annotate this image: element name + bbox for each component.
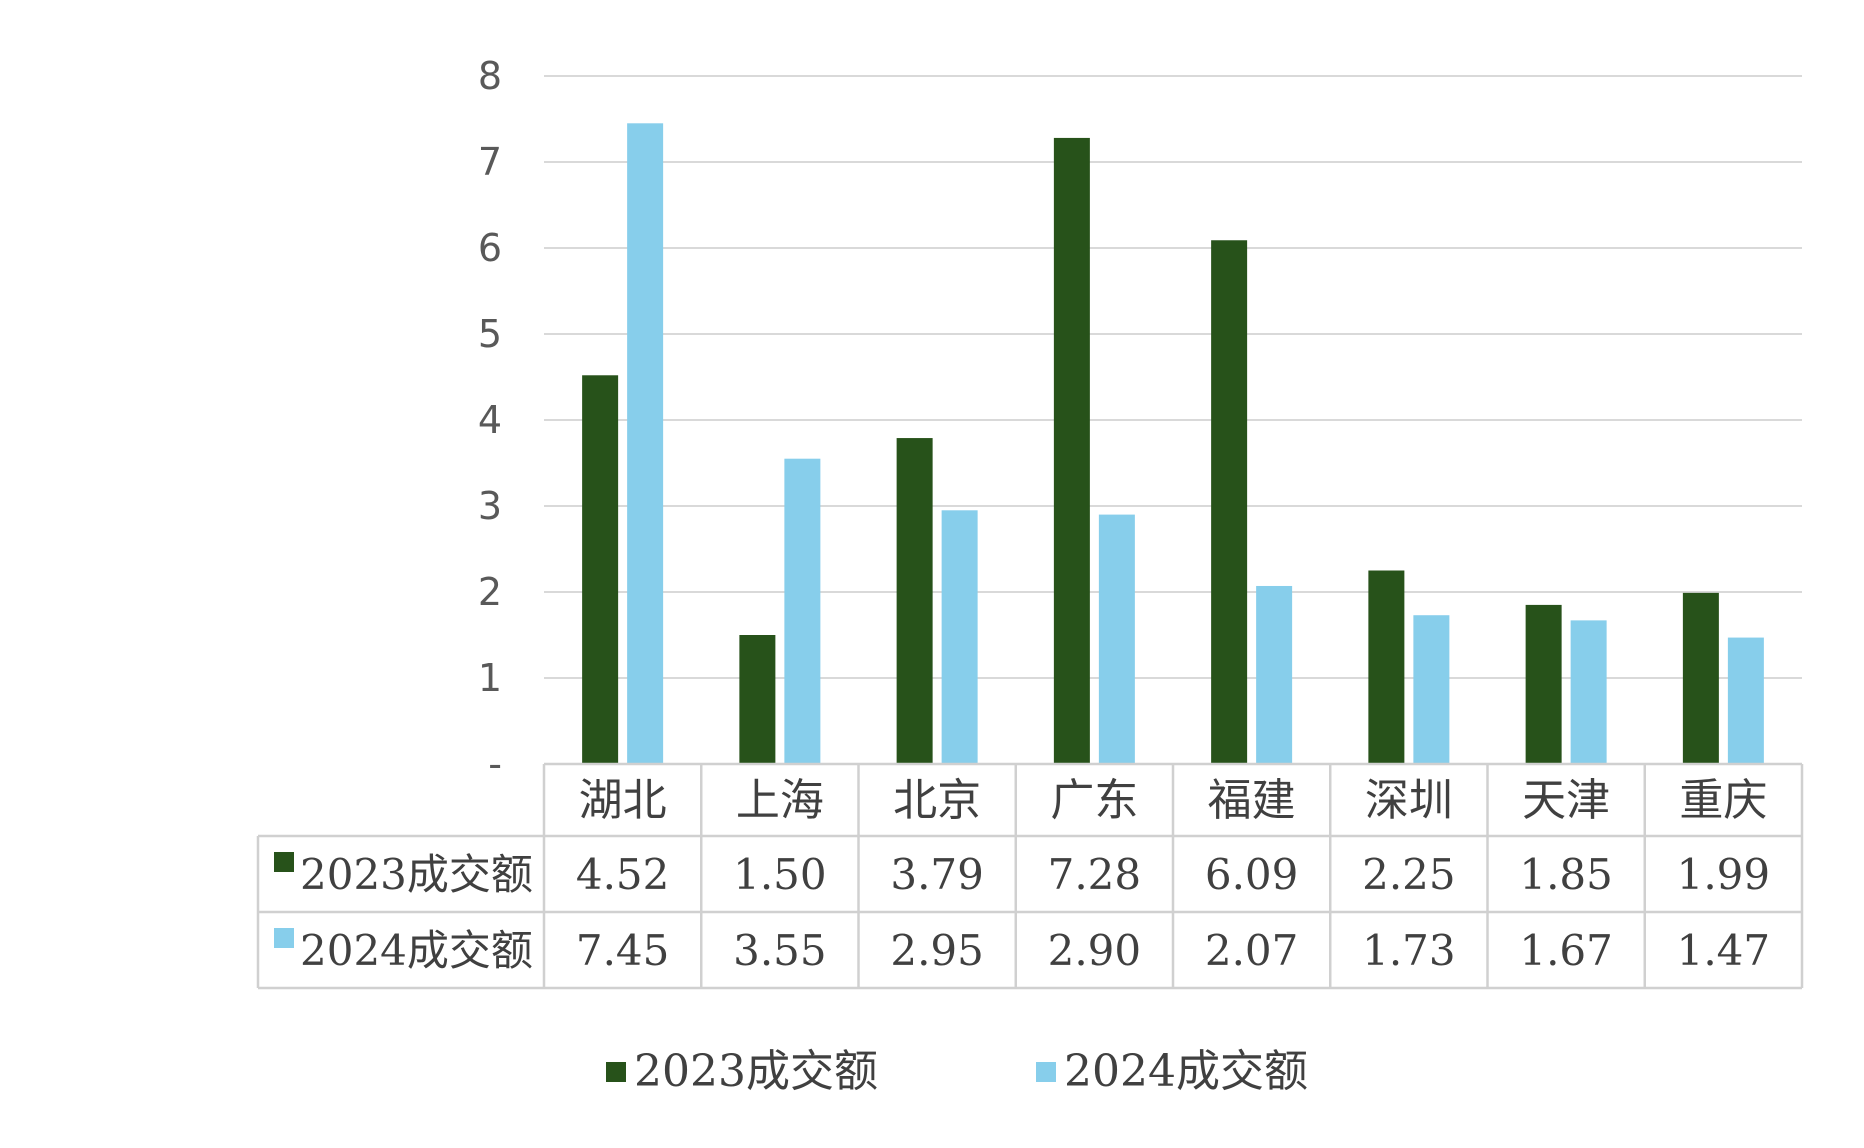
bars [582,123,1764,765]
table-value: 2.90 [1048,926,1142,975]
y-tick-label: 5 [478,312,502,356]
bar-series2-0 [627,123,664,765]
y-tick-label: 3 [478,484,502,528]
y-tick-label: 8 [478,54,502,98]
table-value: 2.25 [1362,850,1456,899]
bar-series1-4 [1211,240,1248,764]
table-value: 1.50 [733,850,827,899]
category-label: 天津 [1522,775,1610,826]
data-table: 湖北 上海 北京 广东 福建 深圳 天津 重庆 2023成交额 4.52 1.50 3.79 7.28 6… [256,762,1804,990]
y-tick-label: 1 [478,656,502,700]
legend-label: 2023成交额 [634,1046,878,1097]
category-label: 湖北 [579,775,667,826]
table-legend-key [274,852,294,872]
table-value: 7.28 [1048,850,1142,899]
table-legend-key [274,928,294,948]
legend-label: 2024成交额 [1064,1046,1308,1097]
bar-series1-7 [1682,592,1719,764]
category-label: 重庆 [1679,775,1767,826]
table-value: 1.73 [1362,926,1456,975]
bar-series2-6 [1570,620,1607,764]
table-value: 1.85 [1519,850,1613,899]
bar-series1-1 [739,635,776,764]
y-tick-label: - [488,742,502,786]
category-label: 广东 [1050,775,1138,826]
bar-series1-0 [582,375,619,764]
bar-series2-3 [1098,514,1135,764]
table-series-label: 2024成交额 [300,926,533,975]
table-series-label: 2023成交额 [300,850,533,899]
bar-series1-5 [1368,570,1405,764]
table-value: 2.07 [1205,926,1299,975]
table-value: 6.09 [1205,850,1299,899]
table-value: 1.67 [1519,926,1613,975]
table-value: 2.95 [890,926,984,975]
table-value: 1.47 [1677,926,1771,975]
bar-series2-5 [1413,615,1450,764]
bar-series2-2 [941,510,978,764]
category-label: 北京 [893,775,981,826]
y-tick-label: 2 [478,570,502,614]
category-label: 上海 [736,775,824,826]
legend: 2023成交额 2024成交额 [606,1046,1308,1097]
category-label: 深圳 [1365,775,1453,826]
table-value: 3.55 [733,926,827,975]
y-tick-label: 7 [478,140,502,184]
bar-series2-7 [1727,637,1764,764]
table-value: 3.79 [890,850,984,899]
bar-series1-6 [1525,604,1562,764]
y-tick-label: 4 [478,398,502,442]
category-label: 福建 [1208,775,1296,826]
bar-series2-4 [1256,585,1293,764]
y-axis: - 1 2 3 4 5 6 7 8 [478,54,502,786]
legend-swatch [606,1062,626,1082]
bar-series2-1 [784,458,821,764]
table-value: 1.99 [1677,850,1771,899]
table-value: 7.45 [576,926,670,975]
table-value: 4.52 [576,850,670,899]
bar-series1-2 [896,438,933,764]
gridlines [544,75,1802,679]
legend-swatch [1036,1062,1056,1082]
bar-series1-3 [1053,137,1090,765]
y-tick-label: 6 [478,226,502,270]
